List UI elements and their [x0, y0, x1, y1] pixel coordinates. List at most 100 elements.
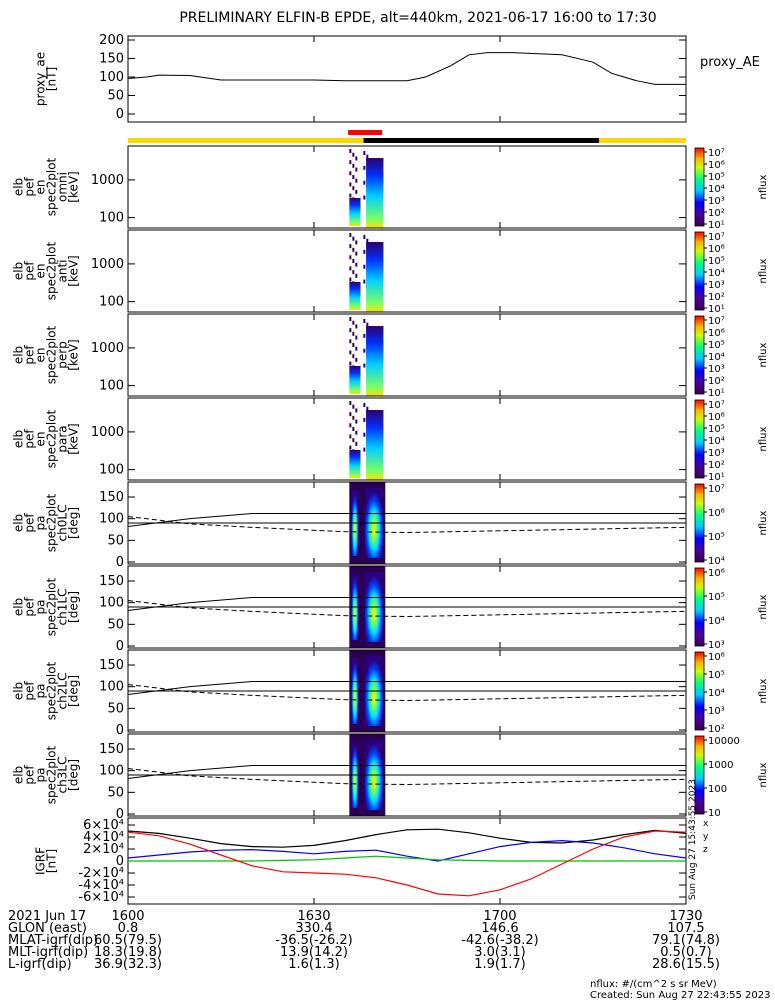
pa-ch0-colorbar-title-text: nflux — [758, 510, 769, 535]
en-para-heat-speck — [355, 408, 358, 413]
en-perp-heat-speck — [349, 317, 352, 321]
pa-ch3-colorbar-label: 10 — [708, 808, 721, 819]
x-axis-value: 146.6 — [481, 921, 518, 936]
pa-ch3-loss-cone-line — [127, 764, 686, 779]
proxy-ae-ytick-label: 100 — [99, 70, 124, 85]
proxy-ae-ytick-label: 150 — [99, 52, 124, 67]
en-anti-colorbar-label: 10⁵ — [708, 256, 725, 267]
pa-ch1-ylabel-line: pef — [23, 597, 37, 617]
en-omni-heat-speck — [355, 167, 358, 172]
en-perp-heat-speck — [352, 331, 355, 336]
en-para-frame — [127, 397, 687, 481]
x-axis-row-label: GLON (east) — [8, 921, 87, 936]
en-para-ylabel-line: pef — [23, 429, 37, 449]
en-para-heat-speck — [349, 412, 352, 417]
pa-ch2-ylabel-line: pef — [23, 681, 37, 701]
en-omni-heat-speck — [349, 171, 352, 176]
en-anti-ylabel-line: [keV] — [67, 255, 81, 286]
pa-ch3-ylabel-line: elb — [12, 766, 26, 784]
en-para-ylabel-line: elb — [12, 430, 26, 448]
x-axis-value: -42.6(-38.2) — [461, 933, 538, 948]
igrf-ytick-label: 2×10⁴ — [83, 842, 124, 857]
igrf-ytick-label: 6×10⁴ — [83, 818, 124, 833]
pa-ch0-ytick-label: 0 — [116, 555, 124, 570]
en-para-colorbar-title-text: nflux — [758, 426, 769, 451]
en-omni-heat-speck — [349, 149, 352, 153]
en-perp-heat-speck — [352, 354, 355, 359]
en-anti-heat-speck — [349, 244, 352, 249]
pa-ch2-colorbar-label: 10⁶ — [708, 652, 725, 663]
en-anti-ytick-label: 1000 — [91, 257, 124, 272]
en-perp-heat-speck — [349, 350, 352, 355]
en-para-colorbar-label: 10¹ — [708, 472, 725, 483]
en-perp-heat-speck — [355, 357, 358, 362]
time-bar-segment-yellow — [599, 138, 686, 143]
en-anti-heat-speck — [352, 259, 355, 263]
x-axis-row-label: MLAT-igrf(dip) — [8, 933, 98, 948]
en-omni-ytick-label: 1000 — [91, 173, 124, 188]
en-anti-heat-core — [366, 242, 384, 312]
en-anti-heat-speck — [349, 255, 352, 260]
pa-ch3-ytick-label: 150 — [99, 742, 124, 757]
x-axis-value: 28.6(15.5) — [652, 957, 720, 972]
en-perp-ylabel-line: spec2plot — [45, 325, 59, 384]
en-anti-frame — [127, 229, 687, 313]
pa-ch0-colorbar-label: 10⁷ — [708, 484, 725, 495]
en-para-colorbar-title: nflux — [758, 426, 769, 451]
en-omni-colorbar-label: 10³ — [708, 196, 725, 207]
pa-ch1-ylabel-line: pa — [34, 600, 48, 615]
en-omni-heat-speck — [363, 195, 366, 200]
igrf-series-line — [127, 839, 687, 862]
pa-ch1-ylabel-line: elb — [12, 598, 26, 616]
pa-ch1-colorbar-label: 10⁵ — [708, 592, 725, 603]
en-para-colorbar-label: 10⁶ — [708, 412, 725, 423]
x-axis-value: 0.5(0.7) — [660, 945, 712, 960]
en-anti-ylabel-line: elb — [12, 262, 26, 280]
figure-title: PRELIMINARY ELFIN-B EPDE, alt=440km, 202… — [179, 10, 656, 26]
en-anti-colorbar-label: 10⁴ — [708, 268, 725, 279]
proxy-ae-ytick-label: 200 — [99, 33, 124, 48]
en-anti-heat-low — [349, 282, 361, 310]
en-omni-colorbar-label: 10⁶ — [708, 160, 725, 171]
en-para-heat-speck — [363, 403, 366, 407]
pa-ch0-ylabel-line: pa — [34, 516, 48, 531]
pa-ch1-colorbar-label: 10⁴ — [708, 616, 725, 627]
x-axis-value: -36.5(-26.2) — [275, 933, 352, 948]
en-anti-heat-speck — [352, 247, 355, 252]
x-axis-value: 1.9(1.7) — [474, 957, 526, 972]
en-anti-heat-speck — [352, 236, 355, 241]
en-anti-heat-speck — [355, 262, 358, 267]
en-para-heat-speck — [352, 427, 355, 431]
pa-ch1-ytick-label: 100 — [99, 596, 124, 611]
en-anti-ylabel-line: pef — [23, 261, 37, 281]
x-axis-value: 79.1(74.8) — [652, 933, 720, 948]
en-omni-heat-speck — [349, 160, 352, 165]
pa-ch1-ylabel-line: ch1LC — [56, 589, 70, 626]
en-para-heat-core — [366, 410, 384, 480]
x-axis-value: 0.8 — [118, 921, 139, 936]
pa-ch0-ylabel-line: [deg] — [67, 507, 81, 539]
en-perp-heat-speck — [349, 328, 352, 333]
en-para-ytick-label: 1000 — [91, 425, 124, 440]
en-anti-heat-speck — [355, 240, 358, 245]
igrf-series-line — [127, 828, 687, 848]
en-omni-colorbar — [694, 147, 705, 227]
en-anti-heat-speck — [349, 277, 352, 282]
en-para-heat-speck — [355, 419, 358, 424]
en-omni-heat-speck — [363, 165, 366, 170]
en-omni-colorbar-label: 10⁴ — [708, 184, 725, 195]
en-para-ylabel-line: spec2plot — [45, 409, 59, 468]
en-perp-colorbar-label: 10⁷ — [708, 316, 725, 327]
en-para-heat-speck — [355, 430, 358, 435]
en-anti-colorbar-label: 10³ — [708, 280, 725, 291]
en-para-heat-speck — [363, 432, 366, 437]
en-perp-ylabel-line: perp — [56, 341, 70, 369]
en-omni-ylabel-line: spec2plot — [45, 157, 59, 216]
pa-ch0-ytick-label: 50 — [107, 533, 124, 548]
en-para-ylabel-line: para — [56, 425, 70, 452]
time-bar-highlight — [348, 130, 383, 135]
x-axis-value: 1.6(1.3) — [288, 957, 340, 972]
